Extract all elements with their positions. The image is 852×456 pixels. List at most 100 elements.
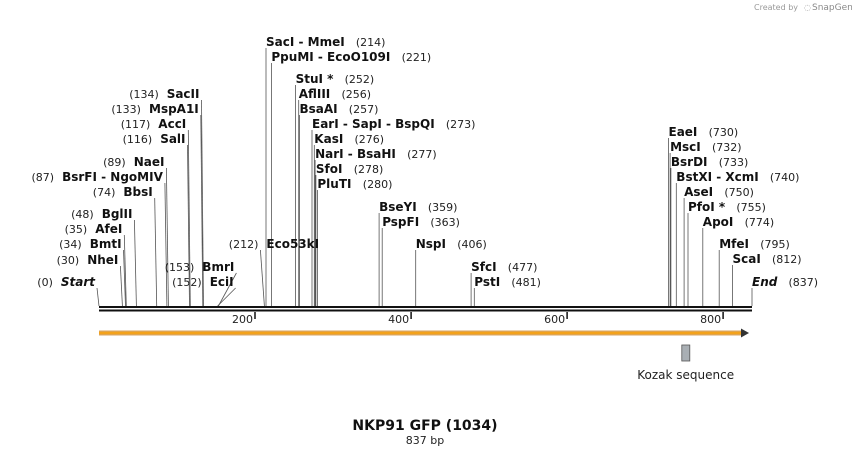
enzyme-position: (277) [407, 148, 437, 161]
enzyme-name: MspA1I [149, 102, 199, 116]
enzyme-name: SfoI [316, 162, 343, 176]
enzyme-position: (750) [724, 186, 754, 199]
enzyme-name: PfoI * [688, 200, 726, 214]
leader-line-mspa1i [200, 114, 204, 307]
enzyme-position: (212) [229, 238, 259, 251]
enzyme-eaei: (730) EaeI [669, 125, 739, 139]
enzyme-position: (477) [508, 261, 538, 274]
axis-tick-label: 200 [232, 313, 253, 326]
enzyme-name: NarI - BsaHI [315, 147, 396, 161]
enzyme-position: (795) [760, 238, 790, 251]
enzyme-position: (257) [349, 103, 379, 116]
enzyme-name: AccI [158, 117, 186, 131]
enzyme-name: ApoI [703, 215, 734, 229]
enzyme-position: (732) [712, 141, 742, 154]
enzyme-position: (359) [428, 201, 458, 214]
enzyme-nari-bsahi: (277) NarI - BsaHI [315, 147, 437, 161]
enzyme-msci: (732) MscI [670, 140, 741, 154]
enzyme-name: BsrFI - NgoMIV [62, 170, 163, 184]
enzyme-name: EarI - SapI - BspQI [312, 117, 435, 131]
map-title: NKP91 GFP (1034) [352, 418, 497, 434]
leader-line-bbsi [154, 197, 158, 307]
enzyme-position: (134) [129, 88, 159, 101]
enzyme-name: SacII [167, 87, 200, 101]
leader-line-naei [166, 167, 169, 307]
enzyme-name: KasI [314, 132, 343, 146]
enzyme-position: (87) [32, 171, 55, 184]
enzyme-name: SfcI [471, 260, 496, 274]
enzyme-scai: (812) ScaI [733, 252, 802, 266]
map-length: 837 bp [406, 434, 444, 447]
axis-tick-label: 800 [700, 313, 721, 326]
enzyme-bsrdi: (733) BsrDI [671, 155, 748, 169]
enzyme-name: PstI [474, 275, 500, 289]
leader-line-eco53ki [260, 249, 265, 307]
enzyme-name: PspFI [382, 215, 419, 229]
enzyme-position: (256) [342, 88, 372, 101]
enzyme-name: Start [61, 275, 96, 289]
enzyme-name: MscI [670, 140, 701, 154]
enzyme-position: (152) [172, 276, 202, 289]
enzyme-position: (280) [363, 178, 393, 191]
enzyme-afei: (35) AfeI [65, 222, 123, 236]
enzyme-position: (278) [354, 163, 384, 176]
enzyme-name: MfeI [719, 237, 749, 251]
enzyme-nhei: (30) NheI [57, 253, 119, 267]
enzyme-sacii: (134) SacII [129, 87, 199, 101]
enzyme-name: SalI [160, 132, 185, 146]
enzyme-name: BsrDI [671, 155, 708, 169]
enzyme-ecii: (152) EciI [172, 275, 233, 289]
leader-line-bsrfi-ngomiv [164, 182, 168, 307]
enzyme-position: (30) [57, 254, 80, 267]
enzyme-mfei: (795) MfeI [719, 237, 790, 251]
enzyme-position: (837) [789, 276, 819, 289]
enzyme-eari-sapi-bspqi: (273) EarI - SapI - BspQI [312, 117, 475, 131]
enzyme-name: BstXI - XcmI [676, 170, 758, 184]
enzyme-name: BmtI [90, 237, 122, 251]
enzyme-name: BbsI [123, 185, 152, 199]
enzyme-stui: (252) StuI * [296, 72, 375, 86]
enzyme-pspfi: (363) PspFI [382, 215, 460, 229]
enzyme-psti: (481) PstI [474, 275, 541, 289]
enzyme-labels: (0) Start (30) NheI (34) BmtI(35) AfeI(48) BglI… [32, 35, 819, 289]
orf-arrow [99, 328, 749, 338]
enzyme-position: (89) [103, 156, 126, 169]
enzyme-saci-mmei: (214) SacI - MmeI [266, 35, 385, 49]
enzyme-position: (755) [736, 201, 766, 214]
enzyme-start: (0) Start [37, 275, 96, 289]
enzyme-bsaai: (257) BsaAI [300, 102, 379, 116]
enzyme-name: PluTI [317, 177, 351, 191]
enzyme-position: (774) [745, 216, 775, 229]
enzyme-position: (252) [345, 73, 375, 86]
kozak-feature: Kozak sequence [637, 344, 734, 382]
enzyme-end: (837) End [752, 275, 818, 289]
enzyme-position: (153) [165, 261, 195, 274]
enzyme-name: EciI [210, 275, 234, 289]
enzyme-name: BsaAI [300, 102, 338, 116]
enzyme-name: BmrI [202, 260, 234, 274]
enzyme-position: (363) [430, 216, 460, 229]
enzyme-bglii: (48) BglII [71, 207, 132, 221]
enzyme-name: BglII [102, 207, 133, 221]
orf-arrow-head [741, 328, 749, 338]
leader-line-acci [187, 129, 191, 307]
axis-tick-label: 600 [544, 313, 565, 326]
enzyme-bstxi-xcmi: (740) BstXI - XcmI [676, 170, 799, 184]
enzyme-mspa1i: (133) MspA1I [111, 102, 198, 116]
enzyme-sali: (116) SalI [123, 132, 186, 146]
leader-line-afei [123, 234, 127, 307]
leader-line-start [96, 287, 100, 307]
enzyme-name: BseYI [379, 200, 417, 214]
enzyme-position: (730) [709, 126, 739, 139]
enzyme-apoi: (774) ApoI [703, 215, 774, 229]
leader-line-bmti [123, 249, 126, 307]
sequence-axis: 200 400 600 800 [232, 312, 724, 326]
axis-tick-label: 400 [388, 313, 409, 326]
enzyme-bmri: (153) BmrI [165, 260, 235, 274]
enzyme-acci: (117) AccI [121, 117, 187, 131]
enzyme-ppumi-ecoo109i: (221) PpuMI - EcoO109I [271, 50, 431, 64]
enzyme-name: End [752, 275, 778, 289]
leader-line-bglii [134, 219, 137, 307]
enzyme-position: (116) [123, 133, 153, 146]
credit-brand: SnapGene [812, 3, 852, 13]
